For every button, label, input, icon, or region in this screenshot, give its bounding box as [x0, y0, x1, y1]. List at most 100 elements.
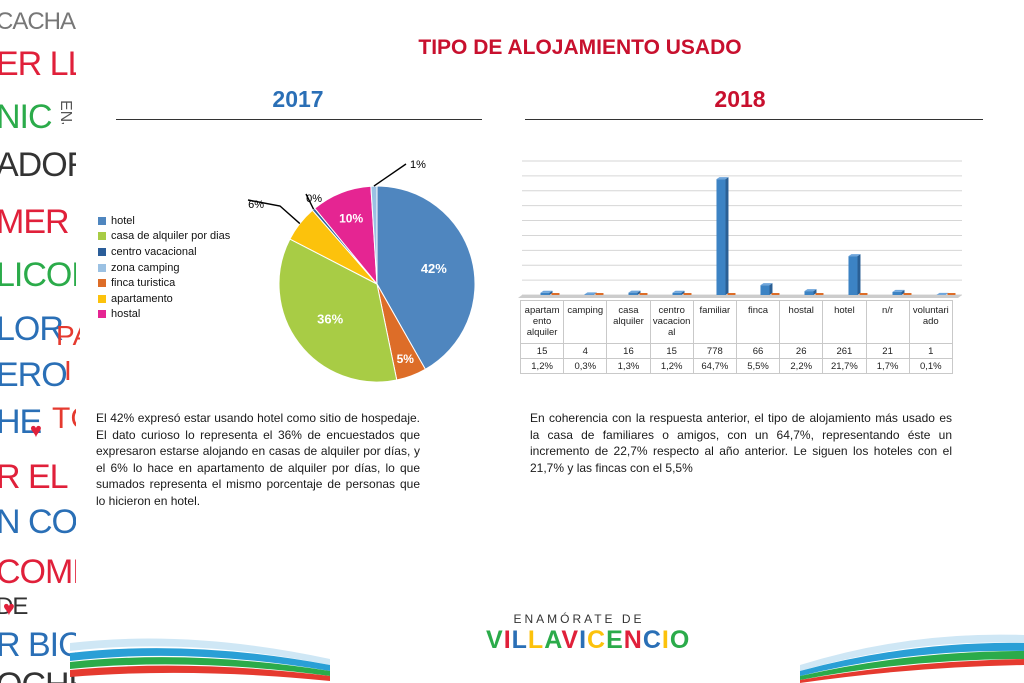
bar-secondary [639, 293, 648, 295]
table-percent-cell: 1,7% [865, 358, 910, 374]
table-count-cell: 4 [563, 343, 608, 359]
table-category-cell: apartam ento alquiler [519, 300, 565, 344]
decor-word: HE [0, 403, 42, 441]
year-2017-heading: 2017 [272, 86, 324, 112]
year-2018-heading: 2018 [714, 86, 766, 112]
bar-chart-2018 [518, 160, 962, 298]
legend-label: zona camping [111, 261, 180, 274]
bar-secondary [815, 293, 824, 295]
table-count-cell: 21 [865, 343, 910, 359]
table-count-cell: 15 [519, 343, 565, 359]
table-count-cell: 1 [908, 343, 953, 359]
decor-side-word: PA [56, 320, 80, 351]
decor-word: N CON [0, 503, 76, 541]
bottom-right-wave [800, 634, 1024, 683]
decor-word: ERO [0, 356, 68, 394]
legend-swatch [98, 310, 106, 319]
legend-label: casa de alquiler por dias [111, 230, 231, 243]
legend-swatch [98, 247, 106, 256]
bar [628, 290, 641, 295]
table-count-cell: 16 [606, 343, 651, 359]
table-count-cell: 778 [692, 343, 737, 359]
decor-word: DE [0, 593, 28, 620]
table-count-cell: 261 [822, 343, 867, 359]
legend-label: hostal [111, 308, 141, 321]
pie-leader-line [373, 163, 407, 187]
bar-secondary [859, 293, 868, 295]
table-category-cell: camping [563, 300, 608, 344]
decor-word: LOR [0, 310, 64, 348]
bar-floor [518, 295, 962, 298]
legend-swatch [98, 263, 106, 272]
table-percent-cell: 21,7% [822, 358, 867, 374]
pie-leader-line [305, 193, 315, 210]
brand-letter: C [587, 626, 607, 654]
decor-side-word: I [64, 355, 72, 386]
legend-item: apartamento [98, 291, 230, 307]
decorative-word-strip: CACHA ER LLAN NIC ADORE MER EL F LICONI LOR ERO… [0, 0, 76, 683]
legend-label: apartamento [111, 292, 173, 305]
decor-word: R BICIC [0, 626, 76, 664]
text-2017: El 42% expresó estar usando hotel como s… [96, 411, 420, 508]
pie-slice [278, 238, 398, 383]
pie-data-label: 10% [339, 211, 363, 225]
brand-letter: I [661, 626, 670, 654]
bar [892, 289, 905, 295]
bar-secondary [683, 293, 692, 295]
decor-word: NIC [0, 98, 53, 136]
table-percent-cell: 1,2% [649, 358, 694, 374]
table-percent-cell: 2,2% [779, 358, 824, 374]
text-2018: En coherencia con la respuesta anterior,… [530, 411, 952, 475]
bar [672, 290, 685, 295]
left-divider [116, 119, 482, 120]
brand-letter: C [642, 626, 662, 654]
table-percent-cell: 0,1% [908, 358, 953, 374]
pie-data-label: 1% [410, 159, 426, 171]
decor-word: ADORE [0, 146, 76, 184]
bar [760, 283, 773, 295]
decor-word: MER EL F [0, 203, 76, 241]
table-percent-cell: 1,3% [606, 358, 651, 374]
bar [716, 177, 729, 295]
bar [848, 254, 861, 295]
brand-letter: N [623, 626, 643, 654]
table-percent-cell: 64,7% [692, 358, 737, 374]
bar-secondary [551, 293, 560, 295]
table-percent-cell: 0,3% [563, 358, 608, 374]
pie-slice [376, 185, 476, 370]
table-category-cell: familiar [692, 300, 737, 344]
pie-data-label: 36% [317, 312, 343, 327]
legend-item: centro vacacional [98, 244, 230, 260]
brand-letter: I [579, 626, 588, 654]
bar-secondary [903, 293, 912, 295]
legend-item: hostal [98, 307, 230, 323]
bar-secondary [947, 293, 956, 295]
pie-data-label: 6% [248, 199, 264, 211]
table-category-cell: n/r [865, 300, 910, 344]
decor-side-word: ENJOS [56, 100, 74, 124]
decor-word: CACHA [0, 8, 76, 35]
brand-letter: E [606, 626, 624, 654]
pie-chart-2017: 42% 36% 10% 5% 6% 0% 1% [247, 159, 476, 383]
table-category-cell: centro vacacion al [649, 300, 694, 344]
table-count-cell: 66 [735, 343, 781, 359]
pie-data-label: 42% [421, 261, 447, 276]
right-divider [525, 119, 983, 120]
brand-letter: I [503, 626, 512, 654]
legend-label: hotel [111, 214, 135, 227]
heart-icon: ♥ [30, 420, 42, 442]
legend-item: zona camping [98, 260, 230, 276]
page-title: TIPO DE ALOJAMIENTO USADO [418, 36, 742, 59]
legend-item: hotel [98, 213, 230, 229]
table-count-cell: 15 [649, 343, 694, 359]
brand-letter: V [561, 626, 580, 654]
brand-letter: A [544, 626, 562, 654]
legend-swatch [98, 216, 106, 225]
brand-letter: V [486, 626, 504, 654]
bar [804, 289, 817, 295]
brand-tagline: ENAMÓRATE DE [513, 612, 645, 626]
table-count-cell: 26 [779, 343, 824, 359]
decor-word: LICONI [0, 256, 76, 294]
table-percent-cell: 5,5% [735, 358, 781, 374]
pie-data-label: 5% [397, 352, 415, 366]
